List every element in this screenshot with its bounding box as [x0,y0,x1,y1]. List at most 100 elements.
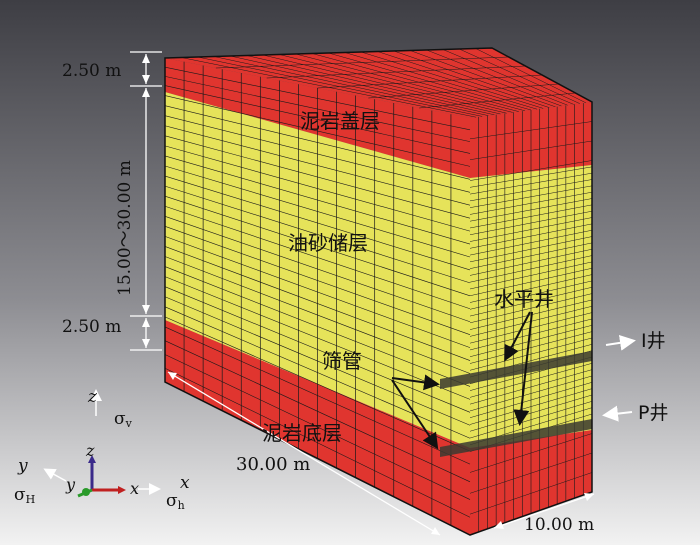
model-block [164,47,593,536]
axis-triad: z σv z y y x x σH σh [14,387,190,512]
dimension-arrowheads [142,54,594,535]
mesh-line [469,318,593,351]
mesh-line [164,85,471,154]
mesh-line [469,363,593,398]
mesh-line [215,56,509,69]
mesh-line [164,205,471,310]
pointer-arrows [391,311,533,450]
dimension-lines [130,51,595,536]
mesh-line [164,354,471,500]
mesh-grid [164,48,593,532]
mesh-line [469,325,593,357]
mesh-line [164,105,471,180]
mesh-line [164,236,471,348]
mesh-line [164,326,471,465]
mesh-line [469,337,593,371]
mesh-line [469,375,593,412]
axis-z-label: z [85,441,95,460]
mesh-line [469,452,593,494]
mesh-line [419,92,576,109]
mesh-line [164,266,471,387]
mesh-line [164,155,471,245]
mesh-line [469,261,593,290]
mesh-line [469,388,593,425]
mesh-line [469,223,593,249]
mesh-line [469,198,593,222]
dim-width [493,493,595,529]
axis-x-label: x [130,479,139,498]
mesh-line [469,274,593,303]
mesh-line [469,369,593,405]
label-horizontal-well: 水平井 [494,287,554,311]
mesh-line [164,66,471,131]
mesh-line [164,175,471,271]
mesh-line [164,256,471,374]
mesh-line [469,166,593,188]
label-production-well: P井 [638,402,668,424]
mesh-line [469,267,593,296]
sigma-v-label: σv [114,409,133,430]
mesh-line [469,433,593,473]
mesh-line [469,280,593,310]
label-reservoir: 油砂储层 [288,231,368,255]
mesh-line [164,185,471,284]
mesh-line [469,185,593,208]
mesh-line [164,296,471,426]
mesh-line [164,306,471,439]
mesh-line [317,74,543,89]
mesh-line [469,242,593,269]
mesh-line [164,316,471,452]
mesh-line [469,210,593,236]
mesh-line [164,340,471,483]
mesh-line [469,217,593,242]
mesh-line [368,83,559,99]
mesh-line [469,331,593,364]
well-arrows [602,334,636,422]
mesh-line [469,293,593,324]
mesh-line [164,125,471,206]
mesh-line [164,246,471,361]
label-base-rock: 泥岩底层 [262,421,342,445]
mesh-line [164,135,471,219]
axis-z-top-label: z [87,387,98,407]
well-bands [440,351,592,457]
label-reservoir-thickness: 15.00～30.00 m [115,160,135,296]
label-cap-rock: 泥岩盖层 [300,109,380,133]
label-top-cap-thickness: 2.50 m [62,61,121,81]
mesh-line [469,401,593,439]
axis-y-label: y [65,475,76,494]
mesh-line [469,179,593,202]
mesh-line [469,287,593,317]
mesh-line [164,226,471,335]
mesh-line [164,115,471,193]
mesh-line [164,95,471,167]
mesh-line [164,286,471,413]
mesh-line [164,367,471,518]
mesh-line [469,140,593,160]
mesh-line [469,204,593,229]
mesh-line [469,394,593,432]
mesh-line [164,276,471,400]
mesh-line [469,160,593,181]
axis-y-left-label: y [17,456,28,476]
mesh-line [469,236,593,263]
mesh-line [469,472,593,515]
mesh-line [164,76,471,142]
dim-length [167,371,441,536]
label-injection-well: I井 [641,330,666,352]
label-screen-pipe: 筛管 [322,349,362,373]
mesh-line [164,216,471,323]
axis-x-right-label: x [180,473,190,493]
mesh-line [469,191,593,215]
well-band [440,419,592,457]
block-outline [164,47,593,536]
mesh-line [164,145,471,232]
mesh-line [469,255,593,283]
label-model-length: 30.00 m [236,454,310,475]
mesh-line [164,165,471,258]
well-band [440,351,592,389]
label-bottom-cap-thickness: 2.50 m [62,317,121,337]
label-model-width: 10.00 m [524,515,594,535]
mesh-line [469,382,593,418]
